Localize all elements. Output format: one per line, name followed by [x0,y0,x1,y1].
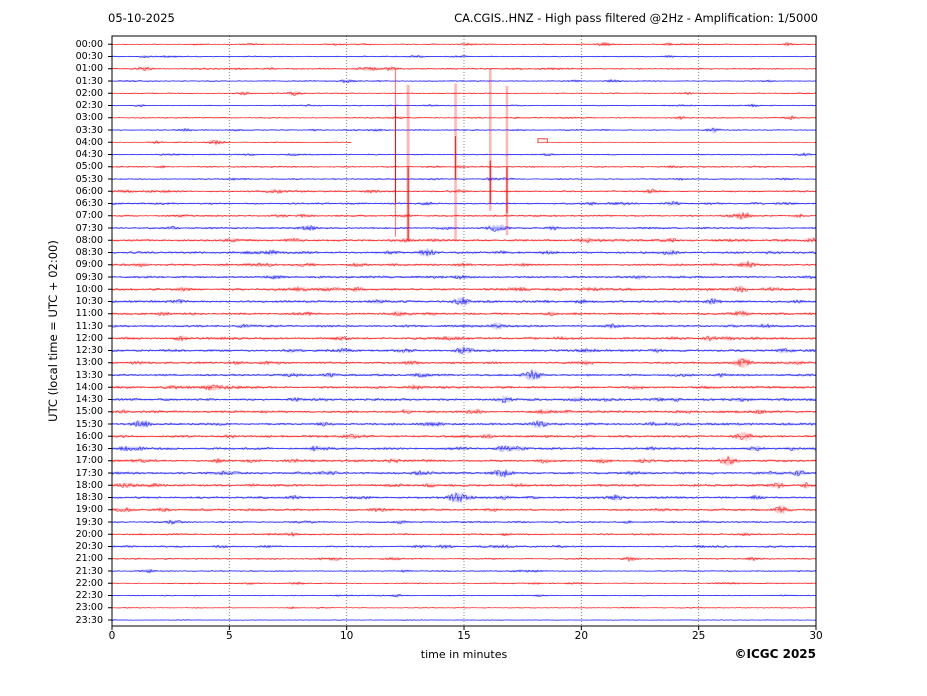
x-tick-label: 15 [457,630,471,642]
y-tick-label: 16:00 [75,430,103,442]
y-tick-label: 11:30 [75,320,103,332]
y-tick-label: 17:30 [75,467,103,479]
y-tick-label: 02:00 [75,87,103,99]
y-tick-label: 19:00 [75,504,103,516]
y-tick-label: 04:00 [75,136,103,148]
y-tick-label: 20:30 [75,541,103,553]
y-tick-label: 10:30 [75,296,103,308]
x-tick-label: 0 [108,630,116,642]
y-tick-label: 22:00 [75,577,103,589]
x-tick-label: 20 [574,630,589,642]
y-tick-label: 17:00 [75,455,103,467]
y-tick-label: 15:30 [75,418,103,430]
y-tick-label: 21:00 [75,553,103,565]
x-tick-label: 25 [691,630,706,642]
y-tick-label: 03:30 [75,124,103,136]
y-tick-label: 05:30 [75,173,103,185]
y-tick-label: 08:30 [75,247,103,259]
y-tick-label: 20:00 [75,528,103,540]
x-tick-label: 30 [809,630,823,642]
y-tick-label: 07:00 [75,210,103,222]
y-tick-label: 18:00 [75,479,103,491]
y-tick-label: 01:00 [75,63,103,75]
y-tick-label: 18:30 [75,492,103,504]
y-tick-label: 19:30 [75,516,103,528]
y-tick-label: 02:30 [75,100,103,112]
y-tick-label: 16:30 [75,443,103,455]
y-tick-label: 07:30 [75,222,103,234]
y-tick-label: 14:30 [75,394,103,406]
y-tick-label: 13:30 [75,369,103,381]
y-tick-label: 23:30 [75,614,103,626]
y-tick-label: 09:00 [75,259,103,271]
y-tick-label: 08:00 [75,234,103,246]
y-tick-label: 06:00 [75,185,103,197]
x-tick-label: 10 [339,630,354,642]
y-tick-label: 00:00 [75,38,103,50]
y-tick-label: 13:00 [75,357,103,369]
y-tick-label: 12:00 [75,332,103,344]
y-tick-label: 22:30 [75,590,103,602]
y-tick-label: 15:00 [75,406,103,418]
y-tick-label: 21:30 [75,565,103,577]
y-tick-label: 05:00 [75,161,103,173]
y-tick-label: 11:00 [75,308,103,320]
plot-date: 05-10-2025 [108,11,175,25]
y-tick-label: 09:30 [75,271,103,283]
y-tick-label: 06:30 [75,198,103,210]
plot-title: CA.CGIS..HNZ - High pass filtered @2Hz -… [454,11,818,25]
y-tick-label: 03:00 [75,112,103,124]
y-tick-label: 12:30 [75,345,103,357]
y-tick-label: 04:30 [75,149,103,161]
y-tick-label: 23:00 [75,602,103,614]
copyright-credit: ©ICGC 2025 [734,647,816,661]
y-tick-label: 14:00 [75,381,103,393]
x-axis-label: time in minutes [420,648,508,661]
y-tick-label: 10:00 [75,283,103,295]
y-tick-label: 00:30 [75,51,103,63]
x-tick-label: 5 [225,630,233,642]
y-tick-label: 01:30 [75,75,103,87]
